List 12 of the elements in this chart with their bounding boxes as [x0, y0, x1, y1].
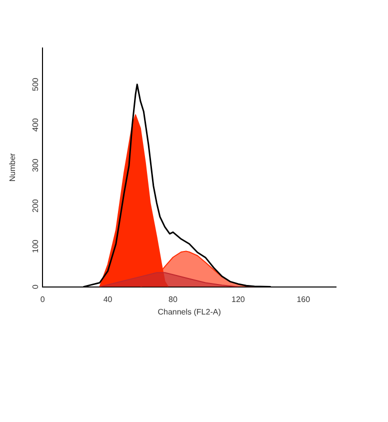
y-axis-title: Number: [8, 152, 18, 182]
y-tick-label: 500: [30, 77, 40, 92]
x-axis-title: Channels (FL2-A): [158, 307, 222, 316]
y-tick-label: 300: [30, 158, 40, 172]
x-tick-label: 40: [103, 294, 113, 304]
y-tick-label: 0: [30, 284, 40, 290]
x-tick-label: 120: [232, 294, 246, 304]
y-tick-label: 400: [30, 118, 40, 132]
y-tick-label: 100: [30, 239, 40, 254]
x-tick-label: 160: [296, 294, 311, 304]
x-tick-label: 80: [168, 294, 178, 304]
y-tick-label: 200: [30, 198, 40, 213]
